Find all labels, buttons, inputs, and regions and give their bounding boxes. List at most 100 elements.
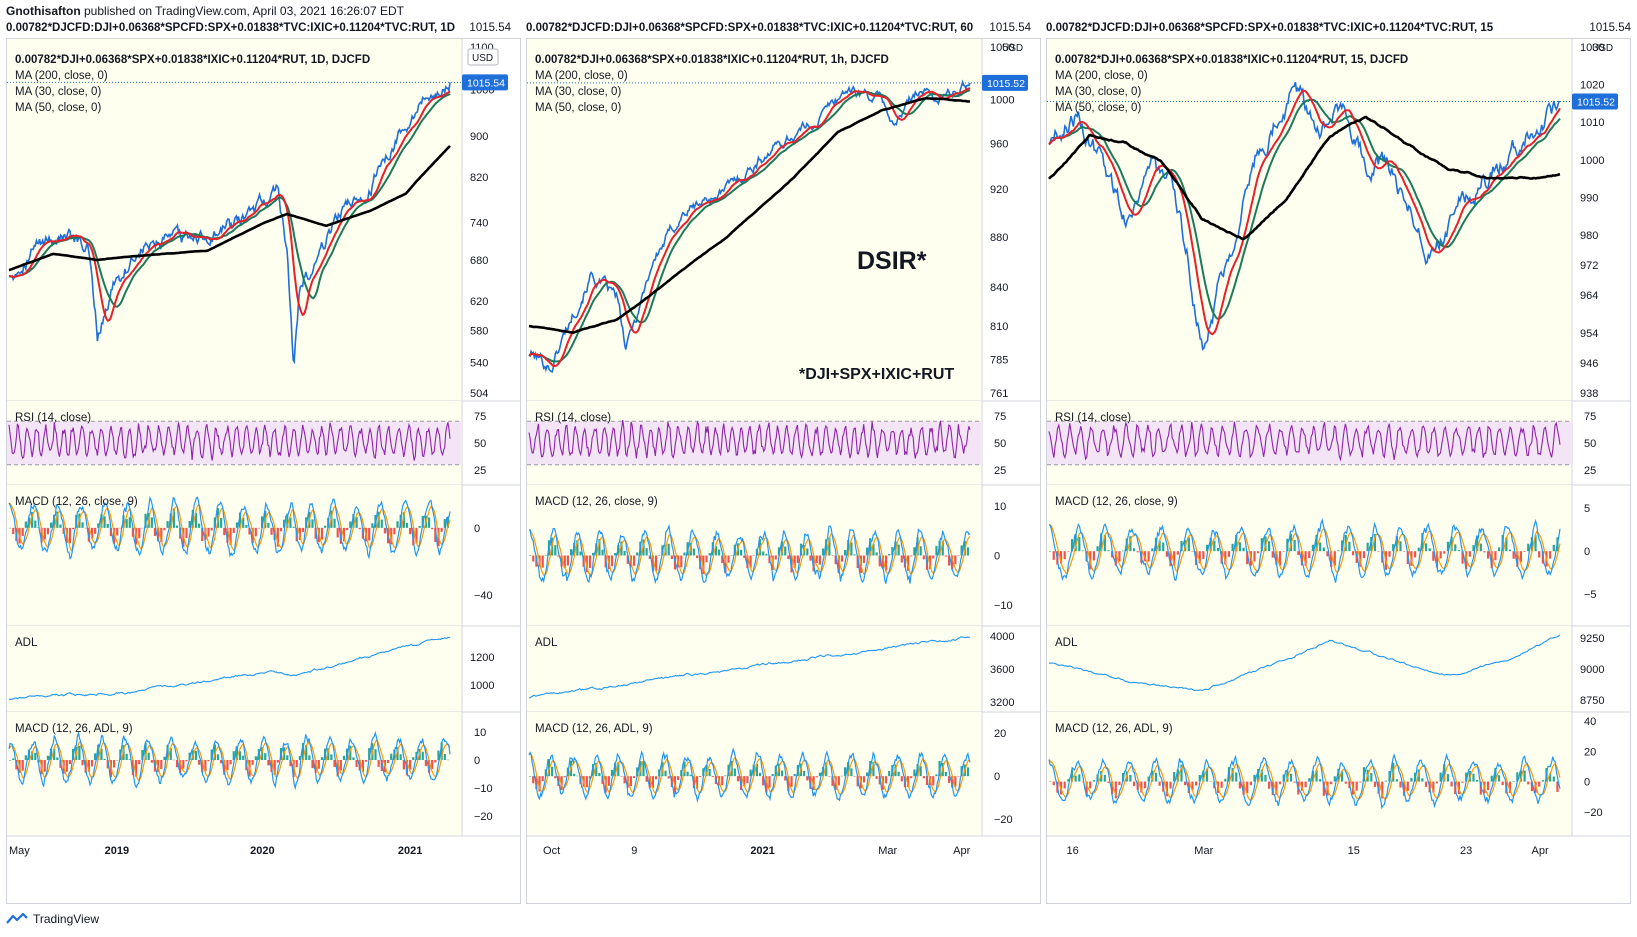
macd-adl-histogram-bar [1446,774,1450,782]
macd-histogram-bar [626,555,629,564]
macd-adl-histogram-bar [588,776,592,779]
time-tick-label: Oct [543,845,560,857]
macd-histogram-bar [929,555,932,570]
macd-histogram-bar [12,527,15,535]
macd-adl-histogram-bar [607,776,610,786]
macd-adl-histogram-bar [1118,781,1121,786]
macd-adl-histogram-bar [374,749,377,760]
macd-adl-histogram-bar [427,760,431,773]
chart-panel-daily[interactable]: 11001000900820740680620580540504USD1015.… [6,38,521,904]
macd-histogram-bar [248,527,251,535]
macd-adl-histogram-bar [264,753,267,760]
macd-histogram-bar [784,546,787,556]
chart-panel-hourly[interactable]: 1050 1000 960 920 880 840 810 785 761 USD 1015.52 0… [526,38,1041,904]
macd-adl-histogram-bar [758,772,762,777]
macd-signal-line [1048,524,1561,574]
macd-histogram-bar [1443,551,1446,554]
macd-histogram-bar [850,542,853,556]
macd-adl-histogram-bar [1410,777,1413,782]
ma-legend-label: MA (50, close, 0) [15,102,101,114]
chart-panel-15min[interactable]: 1030 1020 1010 1000 990 980 972 964 954 946 938 USD… [1046,38,1631,904]
macd-histogram-bar [298,527,301,540]
last-price-badge [982,74,1028,91]
price-tick-label: 620 [470,296,488,308]
macd-adl-histogram-bar [1154,772,1158,782]
macd-histogram-bar [825,539,828,556]
ma30-line [528,87,971,367]
macd-adl-histogram-bar [333,760,336,768]
macd-adl-histogram-bar [295,760,298,768]
footer-brand[interactable]: TradingView [33,912,100,926]
macd-histogram-bar [610,555,614,567]
macd-histogram-bar [1216,548,1220,552]
macd-adl-histogram-bar [1487,781,1490,791]
rsi-tick-label: 50 [474,438,486,450]
macd-adl-histogram-bar [1176,769,1179,782]
macd-adl-histogram-bar [1085,781,1088,796]
macd-histogram-bar [884,555,888,571]
macd-histogram-bar [153,527,157,536]
panel-header-price: 1015.54 [1589,22,1631,34]
macd-histogram-bar [601,549,604,556]
panel-header-2: 0.00782*DJCFD:DJI+0.06368*SPCFD:SPX+0.01… [526,22,1031,34]
macd-adl-histogram-bar [128,759,131,760]
macd-adl-histogram-bar [1235,772,1238,782]
macd-histogram-bar [1392,544,1395,552]
macd-histogram-bar [198,523,201,528]
adl-label: ADL [1055,637,1078,649]
macd-adl-tick-label: 0 [1584,777,1590,789]
macd-adl-histogram-bar [771,773,774,777]
macd-adl-histogram-bar [46,755,49,760]
macd-tick-label: −40 [474,590,493,602]
macd-adl-histogram-bar [828,776,831,777]
macd-histogram-bar [1333,551,1336,566]
macd-adl-histogram-bar [1074,775,1077,782]
macd-histogram-bar [396,521,399,528]
macd-histogram-bar [1479,543,1482,552]
macd-histogram-bar [1122,550,1125,552]
macd-histogram-bar [1118,551,1121,562]
macd-adl-histogram-bar [402,760,405,770]
macd-adl-histogram-bar [1424,781,1428,787]
macd-adl-histogram-bar [897,771,900,777]
macd-histogram-bar [1399,541,1402,552]
macd-adl-histogram-bar [919,766,922,777]
macd-histogram-bar [1377,551,1380,552]
macd-adl-histogram-bar [380,760,383,772]
time-tick-label: 2019 [105,845,129,857]
macd-histogram-bar [226,527,229,543]
macd-adl-histogram-bar [65,760,68,772]
macd-adl-histogram-bar [1278,781,1282,785]
macd-histogram-bar [1238,542,1241,552]
macd-adl-histogram-bar [1406,781,1409,791]
adl-tick-label: 9250 [1580,633,1604,645]
macd-histogram-bar [790,555,793,573]
macd-adl-macd-line [1048,752,1561,810]
macd-histogram-bar [56,511,59,528]
macd-adl-histogram-bar [746,776,749,784]
macd-adl-histogram-bar [232,751,235,760]
macd-adl-tick-label: −20 [994,814,1013,826]
macd-adl-histogram-bar [790,776,793,787]
macd-adl-histogram-bar [743,776,746,787]
macd-adl-histogram-bar [1373,781,1377,787]
rsi-tick-label: 75 [1584,411,1596,423]
macd-histogram-bar [632,555,636,566]
macd-adl-histogram-bar [875,776,878,779]
rsi-band [1047,421,1572,465]
adl-tick-label: 3600 [990,664,1014,676]
price-tick-label: 938 [1580,388,1598,400]
macd-adl-histogram-bar [610,769,614,777]
macd-adl-histogram-bar [1140,781,1143,793]
macd-histogram-bar [1103,534,1106,552]
macd-histogram-bar [1151,548,1154,552]
price-tick-label: 1050 [990,42,1014,54]
macd-histogram-bar [188,520,191,528]
macd-adl-histogram-bar [1384,780,1387,782]
publisher-author[interactable]: Gnothisafton [6,4,81,18]
macd-histogram-bar [752,555,755,556]
macd-histogram-bar [1202,551,1205,559]
macd-histogram-bar [138,527,141,539]
macd-histogram-bar [1253,551,1256,562]
macd-adl-histogram-bar [576,775,579,777]
